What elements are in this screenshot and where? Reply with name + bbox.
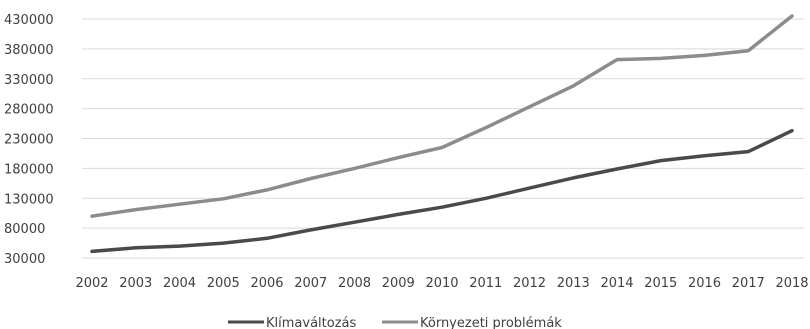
x-tick-label: 2015 xyxy=(644,276,677,291)
x-tick-label: 2012 xyxy=(513,276,546,291)
x-tick-label: 2011 xyxy=(469,276,502,291)
y-tick-label: 30000 xyxy=(4,252,45,267)
x-tick-label: 2003 xyxy=(119,276,152,291)
series-line-0 xyxy=(90,128,794,254)
series-lines xyxy=(90,14,794,254)
series-line-1 xyxy=(90,14,794,218)
y-tick-label: 430000 xyxy=(4,13,54,28)
x-tick-label: 2009 xyxy=(382,276,415,291)
x-tick-label: 2014 xyxy=(600,276,633,291)
y-tick-label: 230000 xyxy=(4,133,54,148)
y-tick-label: 80000 xyxy=(4,222,45,237)
x-tick-label: 2017 xyxy=(732,276,765,291)
x-tick-label: 2013 xyxy=(557,276,590,291)
x-tick-label: 2006 xyxy=(250,276,283,291)
legend-label-klimavaltozas: Klímaváltozás xyxy=(266,316,356,329)
x-tick-label: 2008 xyxy=(338,276,371,291)
x-tick-label: 2007 xyxy=(294,276,327,291)
y-tick-label: 180000 xyxy=(4,162,54,177)
x-tick-label: 2016 xyxy=(688,276,721,291)
x-tick-label: 2002 xyxy=(75,276,108,291)
x-tick-label: 2010 xyxy=(425,276,458,291)
x-tick-label: 2005 xyxy=(207,276,240,291)
legend-label-kornyezeti-problemak: Környezeti problémák xyxy=(420,316,562,329)
y-tick-label: 130000 xyxy=(4,192,54,207)
y-axis-ticks: 30000 80000 130000 180000 230000 280000 330000… xyxy=(4,13,54,267)
y-tick-label: 380000 xyxy=(4,43,54,58)
legend: Klímaváltozás Környezeti problémák xyxy=(228,316,562,329)
y-tick-label: 330000 xyxy=(4,73,54,88)
y-tick-label: 280000 xyxy=(4,103,54,118)
x-tick-label: 2004 xyxy=(163,276,196,291)
x-tick-label: 2018 xyxy=(775,276,808,291)
x-axis-ticks: 2002 2003 2004 2005 2006 2007 2008 2009 2010 2011… xyxy=(75,276,808,291)
gridlines xyxy=(82,18,804,259)
